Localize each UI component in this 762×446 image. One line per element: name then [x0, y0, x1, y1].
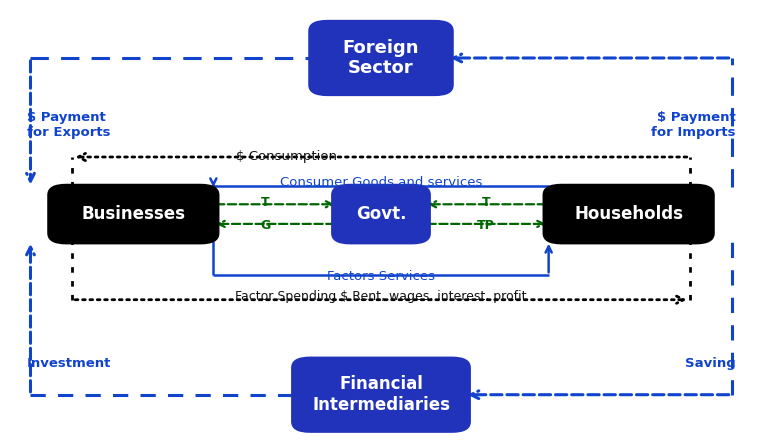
Text: Factor Spending $ Rent, wages, interest, profit: Factor Spending $ Rent, wages, interest,… [235, 290, 527, 303]
FancyBboxPatch shape [47, 184, 219, 244]
Text: Factors Services: Factors Services [327, 270, 435, 283]
Text: T: T [482, 195, 491, 209]
Text: Financial
Intermediaries: Financial Intermediaries [312, 376, 450, 414]
Text: Foreign
Sector: Foreign Sector [343, 39, 419, 77]
Text: $ Consumption: $ Consumption [236, 150, 338, 164]
Text: Consumer Goods and services: Consumer Goods and services [280, 176, 482, 190]
Text: T: T [261, 195, 270, 209]
Text: Saving: Saving [684, 357, 735, 370]
Text: TP: TP [477, 219, 495, 232]
Text: Investment: Investment [27, 357, 111, 370]
FancyBboxPatch shape [543, 184, 715, 244]
Text: Govt.: Govt. [356, 205, 406, 223]
Text: G: G [260, 219, 271, 232]
Text: $ Payment
for Exports: $ Payment for Exports [27, 111, 110, 139]
Text: $ Payment
for Imports: $ Payment for Imports [651, 111, 735, 139]
FancyBboxPatch shape [291, 357, 471, 433]
Text: Households: Households [574, 205, 684, 223]
FancyBboxPatch shape [331, 184, 431, 244]
Text: Businesses: Businesses [82, 205, 185, 223]
FancyBboxPatch shape [308, 20, 453, 96]
